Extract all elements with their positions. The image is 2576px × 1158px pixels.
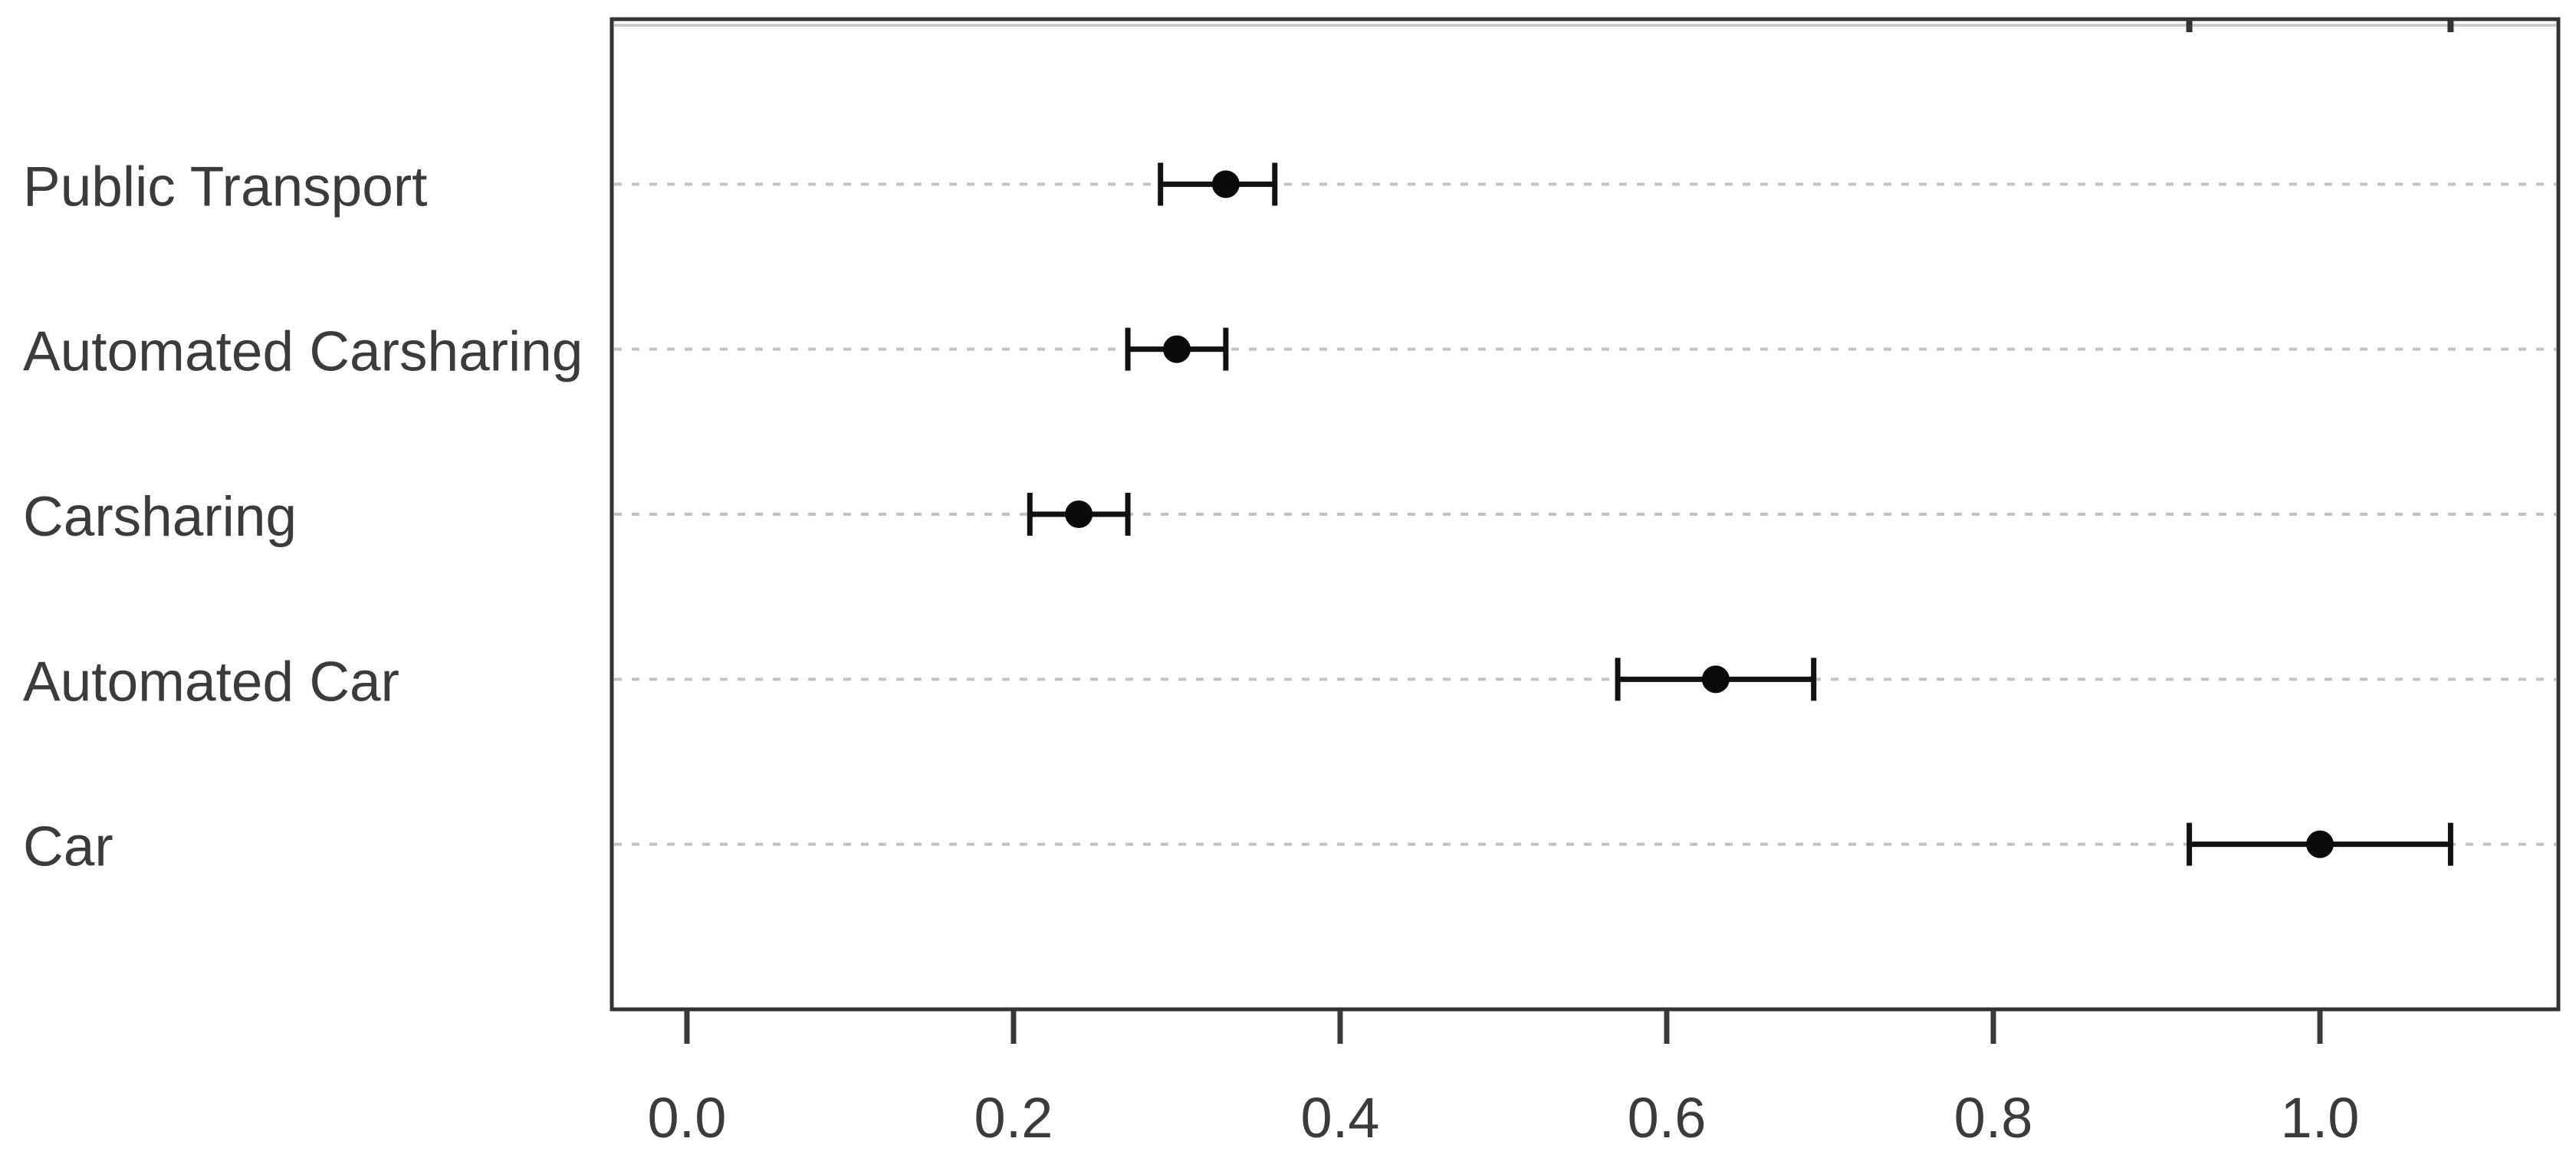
point-marker: [1065, 500, 1093, 528]
category-label: Carsharing: [23, 486, 297, 548]
category-label: Automated Car: [23, 651, 399, 713]
top-edge-mark: [2186, 21, 2193, 32]
point-marker: [1701, 665, 1730, 694]
point-marker: [1211, 170, 1240, 198]
x-tick-label: 0.0: [648, 1086, 727, 1150]
x-tick-label: 0.4: [1301, 1086, 1380, 1150]
x-tick-label: 0.6: [1628, 1086, 1707, 1150]
category-label: Automated Carsharing: [23, 321, 583, 383]
x-tick-label: 0.8: [1954, 1086, 2033, 1150]
point-marker: [1162, 335, 1191, 363]
point-marker: [2306, 830, 2334, 858]
plot-frame: [610, 17, 2561, 1012]
x-tick-label: 0.2: [974, 1086, 1053, 1150]
top-edge-mark: [2447, 21, 2454, 32]
category-label: Car: [23, 816, 113, 878]
category-label: Public Transport: [23, 156, 427, 218]
x-tick-label: 1.0: [2281, 1086, 2360, 1150]
